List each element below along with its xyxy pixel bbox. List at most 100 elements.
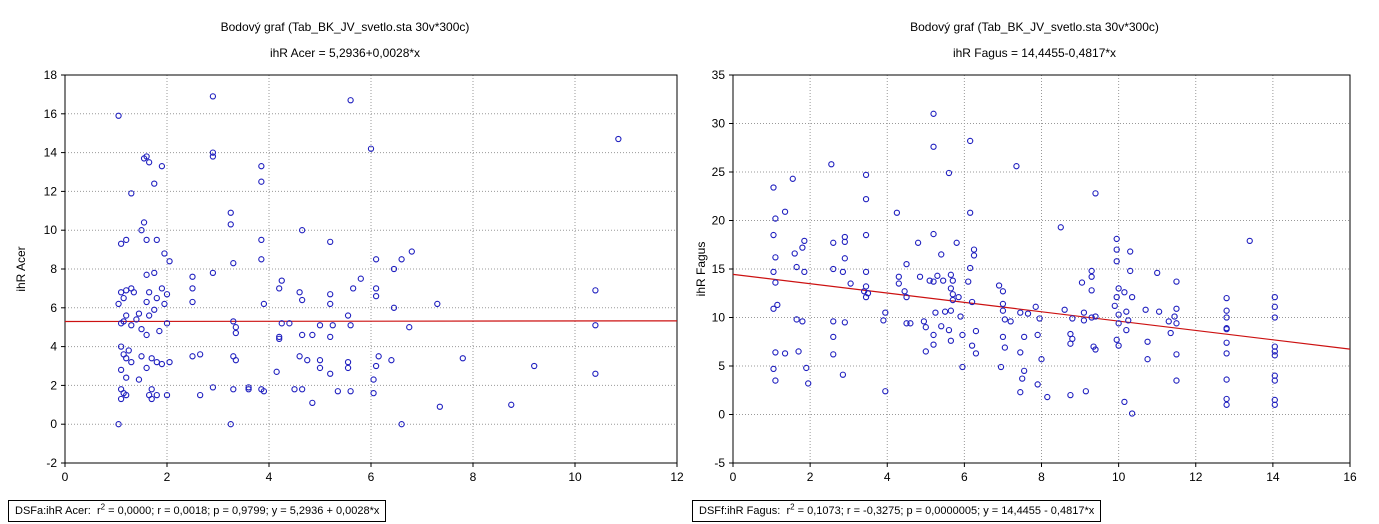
data-point <box>309 331 316 339</box>
data-point <box>770 305 777 312</box>
data-point <box>901 288 908 295</box>
y-tick-label: 0 <box>718 408 725 422</box>
data-point <box>955 293 962 301</box>
data-point <box>232 357 239 364</box>
data-point <box>1080 309 1088 316</box>
y-tick-label: 16 <box>44 107 58 121</box>
data-point <box>372 285 380 292</box>
data-point <box>1078 279 1086 286</box>
y-axis-label: ihR Acer <box>14 246 28 291</box>
data-point <box>327 291 334 298</box>
data-point <box>1173 377 1180 384</box>
y-tick-label: 20 <box>712 214 726 228</box>
stats-r2-label: r2 <box>786 502 795 517</box>
data-point <box>862 293 870 301</box>
data-point <box>304 357 311 364</box>
data-point <box>347 97 354 104</box>
data-point <box>291 386 298 393</box>
data-point <box>258 256 265 263</box>
data-point <box>140 219 148 226</box>
data-point <box>941 308 949 315</box>
data-point <box>781 208 789 215</box>
x-tick-label: 6 <box>961 470 968 484</box>
data-point <box>862 268 870 276</box>
data-point <box>196 391 204 399</box>
data-point <box>1113 293 1120 301</box>
data-point <box>828 161 835 168</box>
data-point <box>1121 398 1128 406</box>
data-point <box>1017 349 1024 356</box>
data-point <box>1144 338 1151 345</box>
data-point <box>1088 273 1095 280</box>
data-point <box>895 280 902 287</box>
data-point <box>1223 401 1230 408</box>
data-point <box>143 236 150 244</box>
data-point <box>1223 350 1230 357</box>
data-point <box>245 386 252 393</box>
data-point <box>1223 395 1230 403</box>
data-point <box>930 331 937 339</box>
y-tick-label: 14 <box>44 146 58 160</box>
data-point <box>123 312 130 319</box>
regression-line <box>732 273 1351 350</box>
data-point <box>161 300 168 308</box>
data-point <box>1036 315 1043 322</box>
data-point <box>882 388 889 395</box>
data-point <box>316 322 324 329</box>
data-point <box>232 324 239 331</box>
scatter-plot-acer: 0 2 4 6 8 10 12 -2 0 2 4 6 8 10 12 14 16 18 ihR Acer <box>14 68 684 484</box>
data-point <box>434 300 441 308</box>
data-point <box>1017 309 1024 316</box>
data-point <box>1088 287 1095 294</box>
data-point <box>799 244 806 251</box>
data-point <box>375 353 382 360</box>
data-point <box>258 236 265 244</box>
y-tick-label: -5 <box>714 456 725 470</box>
data-point <box>372 293 380 300</box>
data-point <box>327 370 334 377</box>
data-point <box>841 319 848 326</box>
data-point <box>770 268 777 276</box>
data-point <box>273 368 280 375</box>
data-point <box>115 300 122 308</box>
stats-values: = 0,1073; r = -0,3275; p = 0,0000005; y … <box>794 505 1095 517</box>
data-point <box>245 384 252 391</box>
data-point <box>406 324 413 331</box>
data-point <box>357 275 364 282</box>
data-point <box>128 190 135 197</box>
data-point <box>959 331 966 339</box>
data-point <box>945 169 953 177</box>
data-point <box>1173 278 1180 285</box>
data-point <box>847 280 854 287</box>
data-point <box>1088 267 1095 275</box>
data-point <box>151 180 158 187</box>
data-point <box>772 254 779 261</box>
chart-title: Bodový graf (Tab_BK_JV_svetlo.sta 30v*30… <box>910 20 1159 34</box>
data-point <box>123 391 130 399</box>
data-point <box>327 300 334 308</box>
data-point <box>1271 293 1278 301</box>
data-point <box>965 278 972 285</box>
data-point <box>163 320 171 327</box>
y-tick-label: -2 <box>46 456 57 470</box>
data-point <box>125 347 132 354</box>
data-point <box>143 364 150 372</box>
data-point <box>1271 348 1278 355</box>
data-point <box>1271 401 1278 408</box>
data-point <box>138 353 145 360</box>
data-point <box>148 355 155 362</box>
data-point <box>1123 326 1130 334</box>
data-point <box>1223 294 1230 302</box>
data-point <box>1092 190 1099 197</box>
data-point <box>531 362 538 370</box>
data-point <box>592 322 599 329</box>
data-point <box>770 231 777 239</box>
data-point <box>922 348 929 355</box>
data-point <box>148 386 155 393</box>
data-point <box>1067 340 1074 347</box>
data-point <box>830 239 837 246</box>
data-point <box>959 363 966 371</box>
data-point <box>163 391 171 399</box>
data-point <box>158 285 166 292</box>
data-point <box>1271 314 1278 321</box>
